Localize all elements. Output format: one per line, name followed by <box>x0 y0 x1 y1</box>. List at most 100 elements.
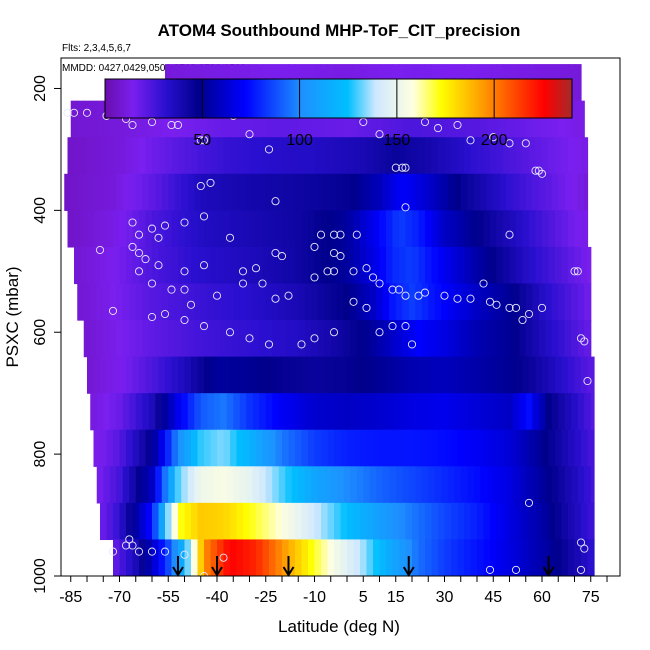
heatmap-cell <box>132 356 140 394</box>
heatmap-cell <box>522 246 530 285</box>
heatmap-cell <box>418 356 426 394</box>
observation-point <box>362 303 371 312</box>
heatmap-cell <box>574 502 582 541</box>
observation-point <box>199 212 209 221</box>
heatmap-cell <box>217 539 225 576</box>
heatmap-cell <box>236 356 244 394</box>
heatmap-cell <box>506 393 514 431</box>
heatmap-cell <box>272 466 280 504</box>
heatmap-cell <box>399 356 407 394</box>
heatmap-cell <box>207 393 215 431</box>
heatmap-cell <box>389 466 397 504</box>
heatmap-cell <box>428 173 436 211</box>
heatmap-cell <box>239 393 247 431</box>
heatmap-cell <box>308 246 316 285</box>
heatmap-cell <box>223 210 231 248</box>
observation-point <box>199 571 209 576</box>
heatmap-cell <box>288 246 296 285</box>
heatmap-cell <box>347 502 355 541</box>
heatmap-cell <box>213 283 221 321</box>
heatmap-cell <box>259 393 267 431</box>
heatmap-cell <box>561 137 569 175</box>
heatmap-cell <box>334 539 342 576</box>
heatmap-cell <box>288 210 296 248</box>
heatmap-cell <box>259 320 267 358</box>
heatmap-cell <box>191 246 199 285</box>
heatmap-cell <box>126 137 134 175</box>
heatmap-cell <box>467 320 475 358</box>
heatmap-cell <box>496 246 504 285</box>
x-tick-label: -70 <box>108 589 131 606</box>
observation-point <box>167 120 176 130</box>
heatmap-cell <box>187 283 195 321</box>
heatmap-cell <box>548 210 556 248</box>
heatmap-cell <box>382 283 390 321</box>
heatmap-cell <box>581 210 589 248</box>
heatmap-cell <box>577 283 585 321</box>
heatmap-cell <box>291 173 299 211</box>
heatmap-cell <box>382 466 390 504</box>
heatmap-cell <box>434 320 442 358</box>
heatmap-cell <box>70 173 78 211</box>
heatmap-cell <box>200 320 208 358</box>
heatmap-cell <box>415 283 423 321</box>
observation-point <box>199 136 209 145</box>
heatmap-cell <box>516 210 524 248</box>
heatmap-cell <box>239 320 247 358</box>
heatmap-cell <box>496 356 504 394</box>
heatmap-cell <box>93 356 101 394</box>
x-tick-label: 30 <box>436 589 454 606</box>
heatmap-cell <box>168 283 176 321</box>
heatmap-cell <box>181 173 189 211</box>
heatmap-cell <box>132 210 140 248</box>
heatmap-cell <box>356 393 364 431</box>
heatmap-cell <box>129 393 137 431</box>
heatmap-cell <box>473 320 481 358</box>
observation-point <box>505 303 514 312</box>
heatmap-cell <box>337 283 345 321</box>
x-tick-label: 60 <box>533 589 551 606</box>
observation-point <box>160 309 170 319</box>
heatmap-cell <box>434 173 442 211</box>
heatmap-cell <box>408 283 416 321</box>
heatmap-cell <box>132 539 140 576</box>
heatmap-cell <box>272 320 280 358</box>
heatmap-cell <box>542 137 550 175</box>
heatmap-cell <box>395 393 403 431</box>
heatmap-cell <box>493 100 501 138</box>
heatmap-cell <box>90 100 98 138</box>
observation-point <box>388 285 397 294</box>
heatmap-cell <box>93 210 101 248</box>
x-tick-label: -85 <box>59 589 82 606</box>
colorbar-ticks: 50 100 150 200 <box>193 79 508 149</box>
heatmap-cell <box>535 502 543 541</box>
observation-point <box>362 264 371 273</box>
heatmap-cell <box>347 356 355 394</box>
heatmap-cell <box>558 393 566 431</box>
heatmap-cell <box>308 210 316 248</box>
heatmap-cell <box>525 320 533 358</box>
heatmap-cell <box>548 246 556 285</box>
heatmap-cell <box>395 283 403 321</box>
heatmap-cell <box>418 246 426 285</box>
heatmap-cell <box>230 502 238 541</box>
heatmap-cell <box>366 539 374 576</box>
heatmap-cell <box>558 466 566 504</box>
heatmap-cell <box>324 283 332 321</box>
heatmap-cell <box>493 173 501 211</box>
heatmap-cell <box>129 100 137 138</box>
heatmap-cell <box>548 502 556 541</box>
heatmap-cell <box>369 283 377 321</box>
heatmap-cell <box>116 393 124 431</box>
heatmap-cell <box>96 173 104 211</box>
observation-point <box>134 230 144 239</box>
heatmap-cell <box>321 539 329 576</box>
heatmap-cell <box>418 137 426 175</box>
heatmap-cell <box>529 210 537 248</box>
heatmap-cell <box>568 246 576 285</box>
observation-point <box>511 303 521 312</box>
heatmap-cell <box>204 502 212 541</box>
heatmap-cell <box>210 137 218 175</box>
heatmap-cell <box>431 356 439 394</box>
heatmap-cell <box>122 466 130 504</box>
